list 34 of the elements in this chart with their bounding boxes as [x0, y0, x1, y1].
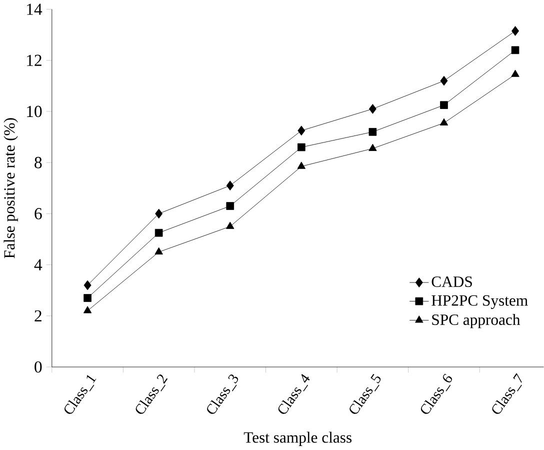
x-axis-title: Test sample class — [244, 432, 352, 446]
legend-label: CADS — [432, 276, 472, 288]
point — [512, 26, 520, 36]
y-tick-label: 8 — [34, 157, 42, 168]
point — [440, 118, 448, 126]
y-tick-label: 12 — [27, 54, 42, 66]
y-tick-label: 0 — [34, 361, 42, 373]
point — [440, 101, 448, 110]
point — [298, 126, 306, 136]
legend-label: HP2PC System — [432, 295, 528, 310]
point — [84, 294, 92, 302]
y-tick-label: 10 — [27, 106, 42, 118]
point — [226, 202, 234, 210]
point — [440, 76, 448, 86]
point — [368, 144, 377, 152]
point — [83, 306, 92, 314]
point — [368, 128, 377, 136]
point — [84, 280, 92, 290]
y-tick-label: 2 — [34, 310, 42, 322]
point — [511, 46, 520, 54]
point — [511, 70, 520, 78]
y-axis-title: False positive rate (%) — [4, 118, 18, 258]
point — [368, 104, 376, 114]
y-tick-label: 4 — [34, 259, 42, 270]
point — [226, 222, 234, 230]
point — [154, 247, 163, 255]
y-tick-label: 6 — [34, 208, 42, 220]
point — [297, 162, 306, 170]
legend-label: SPC approach — [432, 314, 520, 328]
point — [155, 208, 163, 219]
y-tick-label: 14 — [27, 4, 42, 15]
point — [154, 229, 163, 237]
point — [226, 180, 234, 191]
point — [297, 143, 306, 152]
